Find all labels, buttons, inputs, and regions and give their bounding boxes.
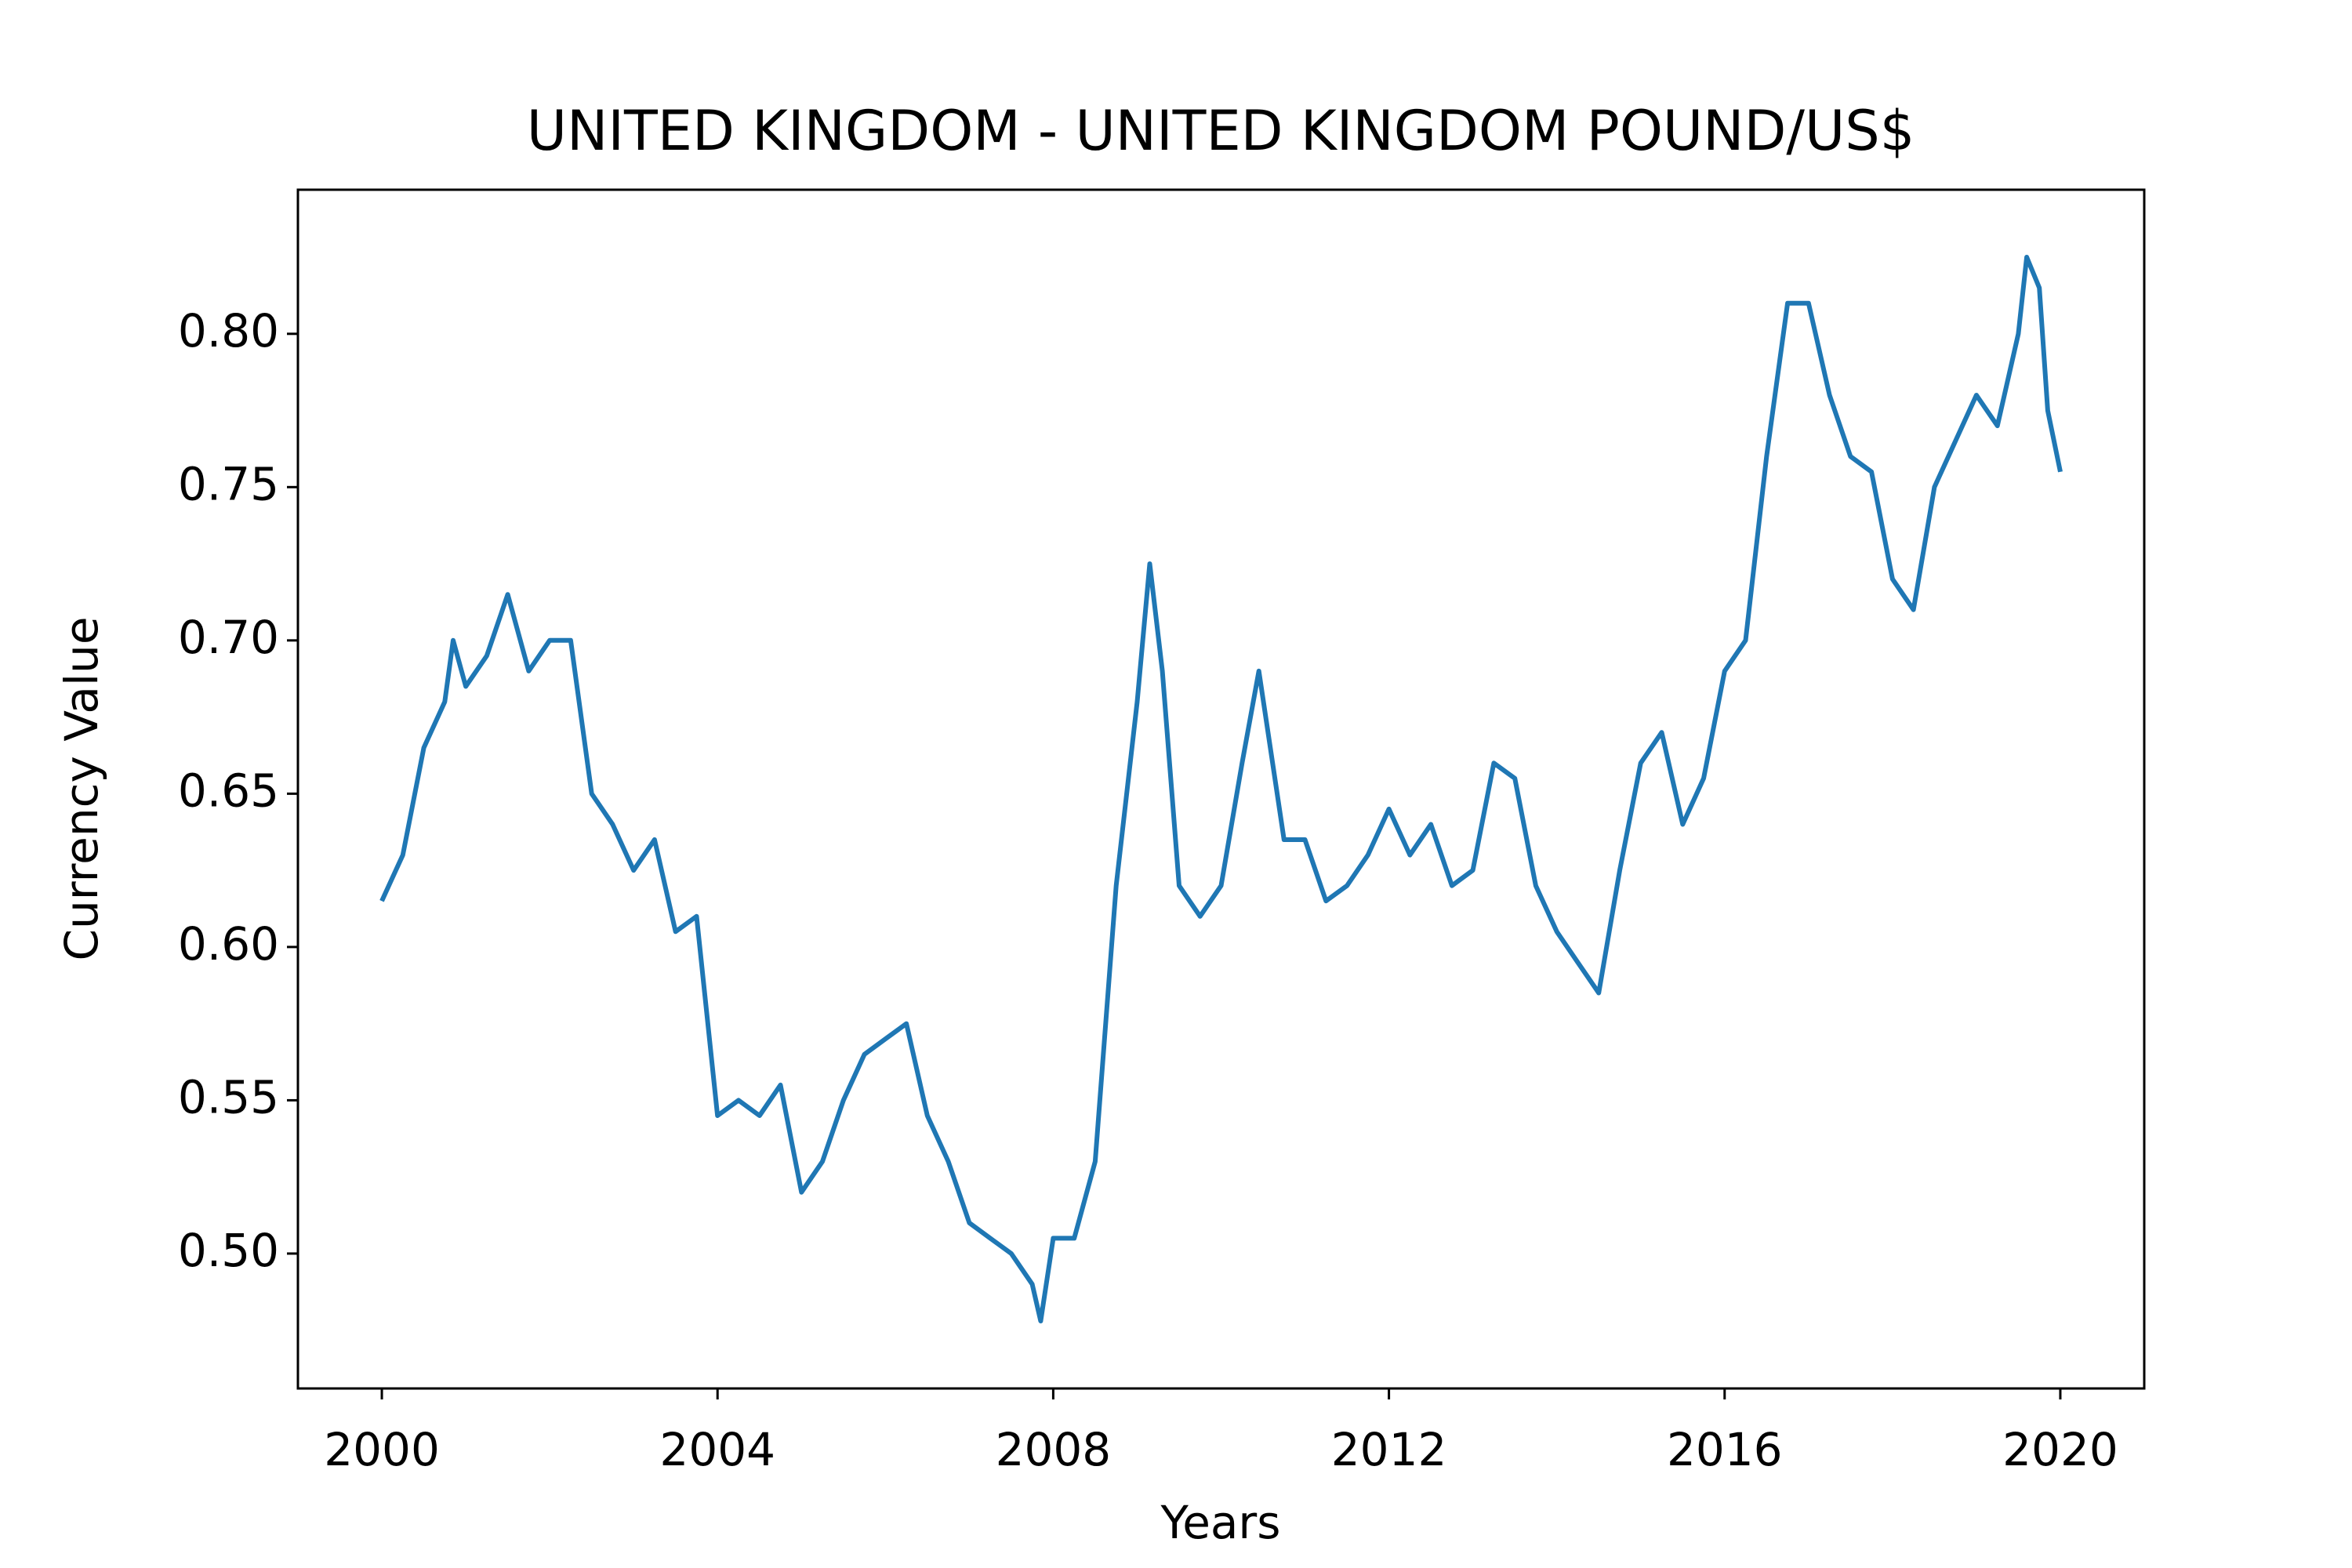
plot-frame [296, 188, 2146, 1390]
x-tick-label: 2020 [2002, 1423, 2118, 1476]
x-tick-label: 2008 [996, 1423, 1112, 1476]
y-tick-label: 0.80 [178, 304, 279, 358]
y-tick-label: 0.60 [178, 917, 279, 971]
y-tick-label: 0.70 [178, 611, 279, 664]
x-axis-label: Years [1160, 1496, 1280, 1549]
data-line [379, 255, 2063, 1323]
y-tick-label: 0.55 [178, 1071, 279, 1124]
x-tick-label: 2004 [659, 1423, 775, 1476]
x-tick-label: 2000 [324, 1423, 440, 1476]
x-tick-label: 2012 [1331, 1423, 1447, 1476]
chart-title: UNITED KINGDOM - UNITED KINGDOM POUND/US… [527, 99, 1915, 163]
y-tick-label: 0.50 [178, 1224, 279, 1277]
x-tick-label: 2016 [1667, 1423, 1783, 1476]
y-tick-label: 0.65 [178, 764, 279, 817]
y-axis-label: Currency Value [55, 616, 108, 960]
y-tick-label: 0.75 [178, 457, 279, 510]
